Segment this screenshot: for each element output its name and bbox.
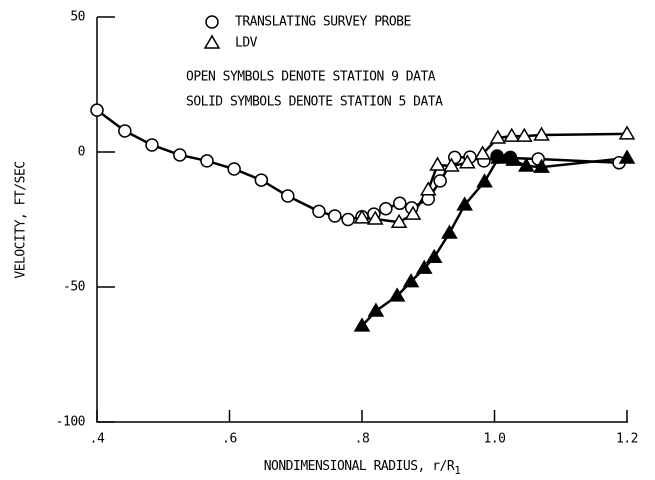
circle-marker [341,212,355,227]
y-tick-label: -50 [63,280,85,295]
triangle-marker [503,127,521,142]
legend-marker [203,34,221,49]
circle-marker [328,209,342,223]
triangle-marker [533,158,550,173]
triangle-marker [441,224,458,239]
y-tick-label: 50 [70,10,85,25]
legend-label: TRANSLATING SURVEY PROBE [235,15,411,30]
circle-marker [145,138,159,152]
circle-marker [173,148,187,162]
circle-marker [281,189,295,203]
triangle-marker [366,210,384,225]
triangle-marker [429,156,446,171]
triangle-marker [419,181,437,196]
triangle-marker [443,157,460,172]
triangle-marker [456,196,473,211]
circle-marker [393,196,407,211]
x-tick-label: 1.0 [484,432,506,447]
triangle-marker [533,126,550,141]
triangle-marker [353,209,371,224]
circle-marker [312,204,326,219]
x-tick-label: .8 [355,432,370,447]
triangle-marker [516,127,533,142]
triangle-marker [618,149,636,164]
triangle-marker [425,248,443,264]
circle-marker [379,201,393,216]
triangle-marker [367,302,385,317]
circle-marker [254,173,269,187]
circle-marker [90,103,104,117]
x-tick-label: .4 [90,432,105,447]
triangle-marker [388,287,406,302]
annotation: OPEN SYMBOLS DENOTE STATION 9 DATA [186,70,436,85]
triangle-marker [476,173,493,188]
triangle-marker [402,273,420,288]
circle-marker [433,174,447,188]
x-tick-label: .6 [222,432,237,447]
y-tick-label: -100 [56,415,85,430]
triangle-marker [459,154,476,169]
triangle-marker [404,205,422,220]
legend-marker [205,15,219,29]
circle-marker [200,154,214,168]
circle-marker [227,162,241,176]
circle-marker [118,124,132,138]
x-tick-label: 1.2 [616,432,638,447]
triangle-marker [618,125,636,140]
triangle-marker [489,129,507,144]
triangle-marker [517,157,535,172]
annotation: SOLID SYMBOLS DENOTE STATION 5 DATA [186,95,443,110]
y-axis-label: VELOCITY, FT/SEC [14,161,29,278]
triangle-marker [474,145,491,160]
circle-marker [503,150,518,165]
x-axis-label: NONDIMENSIONAL RADIUS, r/R1 [264,459,461,478]
triangle-marker [353,317,371,332]
y-tick-label: 0 [78,145,85,160]
triangle-marker [415,259,433,274]
legend-label: LDV [235,36,258,51]
circle-marker [490,149,504,163]
triangle-marker [390,213,408,228]
x-axis-label-main: NONDIMENSIONAL RADIUS, r/R [264,459,455,474]
x-axis-label-subscript: 1 [454,464,460,477]
